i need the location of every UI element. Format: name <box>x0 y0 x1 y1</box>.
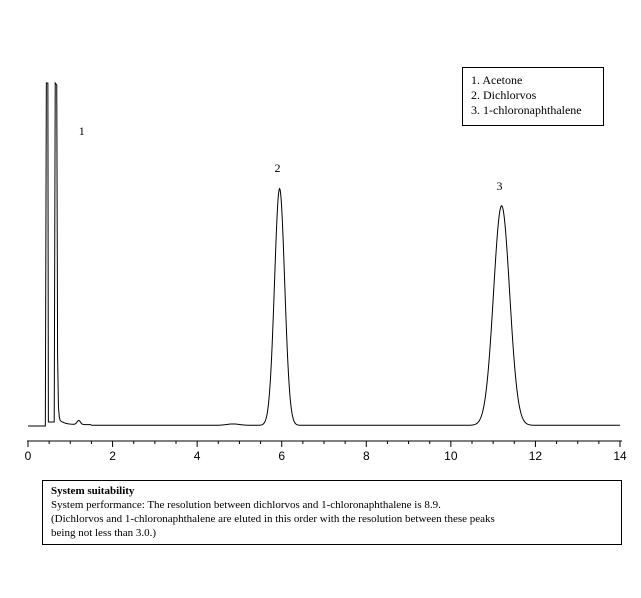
legend-entry-chloronaphthalene: 3. 1-chloronaphthalene <box>471 103 582 117</box>
x-tick-label-12: 12 <box>529 449 543 463</box>
peak-label-2: 2 <box>274 161 280 175</box>
peak-label-1: 1 <box>79 124 85 138</box>
legend-entry-acetone: 1. Acetone <box>471 73 523 87</box>
x-tick-label-10: 10 <box>444 449 458 463</box>
chromatogram-trace <box>28 81 620 427</box>
x-tick-label-6: 6 <box>278 449 285 463</box>
peak-labels: 1 2 3 <box>79 124 503 193</box>
system-suitability-box: System suitability System performance: T… <box>42 480 622 545</box>
system-suitability-title: System suitability <box>51 485 135 497</box>
x-tick-label-8: 8 <box>363 449 370 463</box>
x-axis-ticks: 0 2 4 6 8 10 12 14 <box>25 441 627 463</box>
x-tick-label-4: 4 <box>194 449 201 463</box>
elution-note-line-1: (Dichlorvos and 1-chloronaphthalene are … <box>51 513 495 525</box>
x-tick-label-2: 2 <box>109 449 116 463</box>
elution-note-line-2: being not less than 3.0.) <box>51 527 157 539</box>
x-tick-label-0: 0 <box>25 449 32 463</box>
legend-entry-dichlorvos: 2. Dichlorvos <box>471 88 537 102</box>
legend: 1. Acetone 2. Dichlorvos 3. 1-chloronaph… <box>462 67 604 126</box>
peak-label-3: 3 <box>496 179 502 193</box>
system-performance-text: System performance: The resolution betwe… <box>51 499 441 511</box>
x-tick-label-14: 14 <box>613 449 627 463</box>
